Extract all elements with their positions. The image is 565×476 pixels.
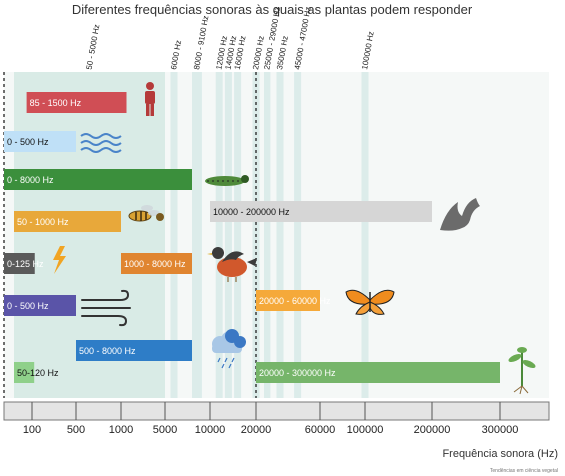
shaded-range [294,72,302,398]
x-tick-label: 100 [23,424,41,436]
x-tick-label: 20000 [241,424,272,436]
bar [210,201,432,222]
range-label: 8000 - 9100 Hz [192,15,210,70]
x-tick-label: 1000 [109,424,133,436]
bar-labels: 85 - 1500 Hz 0 - 500 Hz 0 - 8000 Hz 50 - 10… [7,98,336,378]
range-label: 35000 Hz [275,35,290,70]
robin-icon [207,247,257,282]
bar-label: 0 - 8000 Hz [7,175,54,185]
rain-cloud-icon [212,329,246,369]
credit-text: Tendências em ciência vegetal [490,468,558,474]
range-label: 6000 Hz [169,39,183,70]
x-axis: 100 500 1000 5000 10000 20000 60000 100000 20000… [3,401,550,436]
shaded-range [264,72,271,398]
bar-label: 50-120 Hz [17,368,59,378]
bar [4,253,35,274]
x-tick-label: 300000 [482,424,519,436]
bar [26,92,127,113]
x-tick-label: 5000 [153,424,177,436]
lightning-icon [53,246,66,274]
bar [14,211,121,232]
bar-label: 85 - 1500 Hz [30,98,82,108]
bar [121,253,192,274]
bar [14,362,35,383]
shaded-range [215,72,223,398]
person-icon [145,82,155,116]
bar-label: 500 - 8000 Hz [79,346,136,356]
bar [76,340,192,361]
bar-label: 1000 - 8000 Hz [124,259,186,269]
x-tick-label: 500 [67,424,85,436]
chart-title: Diferentes frequências sonoras às quais … [72,2,473,17]
axis-bar [3,401,550,421]
bar [4,295,76,316]
bar-label: 0-125 Hz [7,259,44,269]
plant-icon [508,347,536,395]
x-tick-label: 100000 [347,424,384,436]
shaded-range [276,72,284,398]
bar-label: 50 - 1000 Hz [17,217,69,227]
bar-label: 10000 - 200000 Hz [213,207,290,217]
bar [4,131,76,152]
butterfly-icon [345,289,395,315]
shaded-range [361,72,369,398]
wind-icon [81,289,131,327]
shaded-range [224,72,232,398]
bar-label: 20000 - 300000 Hz [259,368,336,378]
shaded-range [192,72,202,398]
range-label: 100000 Hz [360,31,376,71]
x-tick-label: 10000 [195,424,226,436]
range-label: 50 - 5000 Hz [85,24,102,71]
bat-icon [440,198,480,231]
water-waves-icon [80,133,122,153]
x-tick-label: 60000 [305,424,336,436]
shaded-range [170,72,178,398]
bar [4,169,192,190]
bars [4,92,500,383]
bar [256,290,320,311]
dashed-markers [3,72,257,398]
bar-label: 20000 - 60000 Hz [259,296,331,306]
x-tick-label: 200000 [414,424,451,436]
caterpillar-icon [205,175,249,186]
x-axis-label: Frequência sonora (Hz) [442,448,558,460]
bar-label: 0 - 500 Hz [7,301,49,311]
bee-icon [128,205,164,222]
shaded-range [234,72,242,398]
bar-label: 0 - 500 Hz [7,137,49,147]
bar [256,362,500,383]
